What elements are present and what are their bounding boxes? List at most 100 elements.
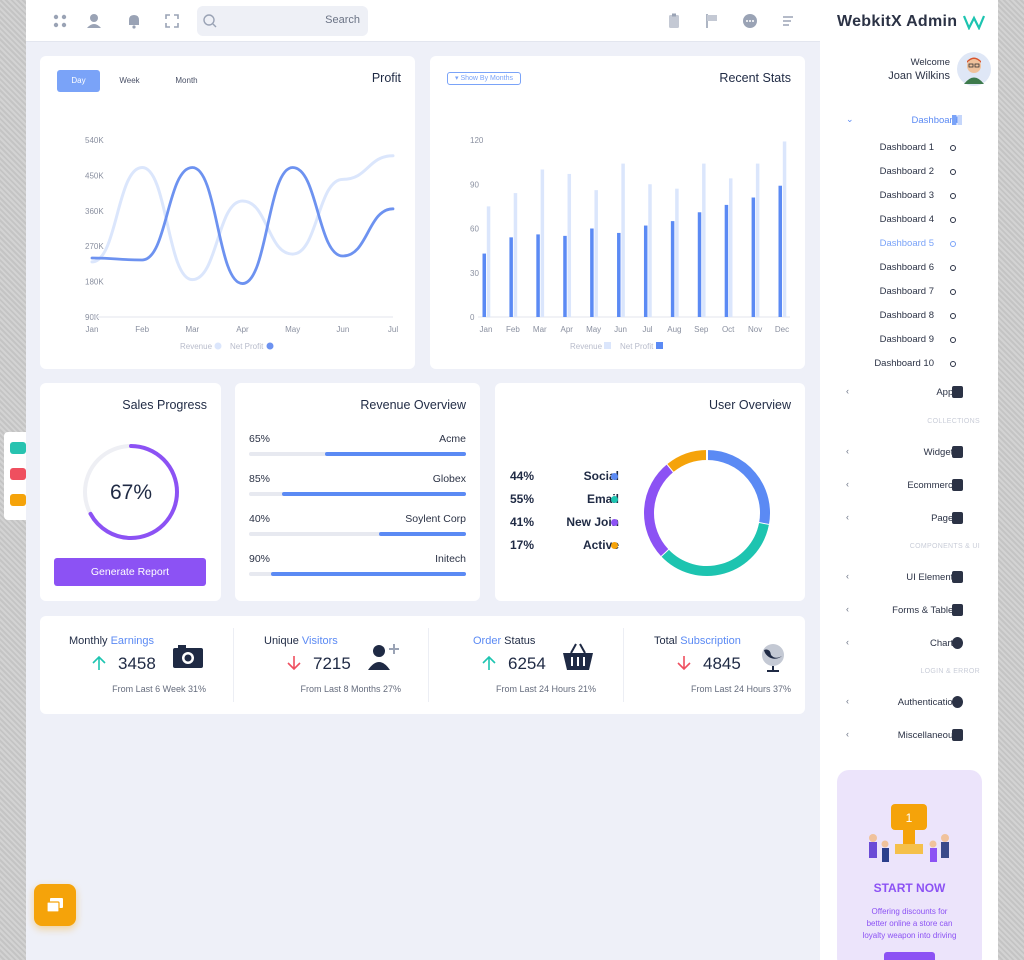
- stat-value: 7215: [313, 654, 351, 673]
- sidebar-item-ui-elements[interactable]: ‹ UI Elements: [820, 568, 998, 588]
- trend-up-arrow-icon: [92, 655, 106, 670]
- revenue-progress-track: [249, 572, 466, 576]
- stats-bar-revenue: [728, 178, 733, 317]
- sidebar-subitem-dashboard-10[interactable]: Dashboard 10: [820, 354, 998, 374]
- show-by-months-dropdown[interactable]: ▾ Show By Months: [447, 72, 521, 85]
- stats-bar-net-profit: [482, 253, 486, 317]
- overview-row-dot: [611, 519, 618, 526]
- folder-quick-icon[interactable]: [10, 494, 26, 506]
- sidebar-item-ecommerce[interactable]: ‹ Ecommerce: [820, 476, 998, 496]
- clipboard-icon[interactable]: [664, 11, 684, 31]
- chevron-down-icon: ⌄: [846, 114, 854, 124]
- sidebar: WebkitX Admin Welcome Joan Wilkins ⌄ Dash…: [820, 0, 998, 960]
- stats-x-tick: Apr: [561, 325, 574, 334]
- circle-dot-icon: [950, 313, 956, 319]
- sidebar-item-label: Forms & Tables: [892, 605, 958, 616]
- sidebar-subitem-dashboard-7[interactable]: Dashboard 7: [820, 282, 998, 302]
- sidebar-item-authentication[interactable]: ‹ Authentication: [820, 693, 998, 713]
- apps-icon[interactable]: [50, 11, 70, 31]
- stats-bar-net-profit: [751, 197, 756, 317]
- stat-title-highlight: Order: [473, 635, 502, 647]
- search-icon: [203, 14, 217, 28]
- stats-y-tick: 90: [470, 180, 479, 189]
- sidebar-item-dashboard[interactable]: ⌄ Dashboard: [820, 111, 998, 131]
- promo-button[interactable]: [884, 952, 935, 960]
- stat-title-highlight: Earnings: [110, 635, 154, 647]
- sidebar-item-widgets[interactable]: ‹ Widgets: [820, 443, 998, 463]
- fullscreen-icon[interactable]: [162, 11, 182, 31]
- search-input[interactable]: Search: [197, 6, 368, 36]
- tab-month[interactable]: Month: [175, 76, 198, 85]
- stat-title-suffix: Status: [501, 635, 536, 647]
- stat-title-prefix: Total: [654, 635, 681, 647]
- circle-dot-icon: [950, 193, 956, 199]
- flag-icon[interactable]: [702, 11, 722, 31]
- sidebar-item-forms-tables[interactable]: ‹ Forms & Tables: [820, 601, 998, 621]
- sales-progress-title: Sales Progress: [122, 398, 207, 412]
- chat-launcher-button[interactable]: [34, 884, 76, 926]
- sidebar-item-charts[interactable]: ‹ Charts: [820, 634, 998, 654]
- revenue-progress-fill: [379, 532, 466, 536]
- stat-title-prefix: Unique: [264, 635, 302, 647]
- sidebar-subitem-dashboard-2[interactable]: Dashboard 2: [820, 162, 998, 182]
- main-content: Search Profit Day Week Month 540K 450K 360…: [26, 0, 820, 960]
- tab-day[interactable]: Day: [57, 70, 100, 92]
- tab-week[interactable]: Week: [119, 76, 140, 85]
- brand-logo-icon: [963, 15, 985, 30]
- sidebar-subitem-label: Dashboard 7: [879, 286, 934, 297]
- stats-x-tick: Oct: [722, 325, 735, 334]
- trend-up-arrow-icon: [482, 655, 496, 670]
- revenue-progress-fill: [324, 452, 466, 456]
- overview-row-percent: 55%: [510, 492, 535, 506]
- stats-bar-net-profit: [617, 232, 621, 317]
- profit-x-tick: Jul: [388, 325, 398, 334]
- stat-title: Order Status: [473, 635, 535, 647]
- document-icon: [952, 604, 963, 616]
- photo-quick-icon[interactable]: [10, 468, 26, 480]
- sidebar-subitem-dashboard-4[interactable]: Dashboard 4: [820, 210, 998, 230]
- stats-bar-net-profit: [697, 212, 702, 317]
- generate-report-button[interactable]: Generate Report: [54, 558, 206, 586]
- stat-divider: [233, 628, 234, 702]
- profit-x-tick: Feb: [135, 325, 149, 334]
- avatar[interactable]: [956, 51, 992, 87]
- sidebar-subitem-dashboard-1[interactable]: Dashboard 1: [820, 138, 998, 158]
- sidebar-subitem-label: Dashboard 1: [879, 142, 934, 153]
- sidebar-item-miscellaneous[interactable]: ‹ Miscellaneous: [820, 726, 998, 746]
- stats-legend-swatch: [604, 342, 611, 349]
- chevron-left-icon: ‹: [846, 637, 849, 647]
- camera-quick-icon[interactable]: [10, 442, 26, 454]
- bell-icon[interactable]: [124, 11, 144, 31]
- chat-icon[interactable]: [740, 11, 760, 31]
- sidebar-subitem-dashboard-9[interactable]: Dashboard 9: [820, 330, 998, 350]
- revenue-overview-card: Revenue Overview 65% Acme 85% Globex 40% Soyl…: [235, 383, 480, 601]
- sidebar-subitem-dashboard-3[interactable]: Dashboard 3: [820, 186, 998, 206]
- sidebar-item-label: UI Elements: [906, 572, 958, 583]
- menu-icon[interactable]: [778, 11, 798, 31]
- revenue-row-name: Initech: [435, 553, 466, 565]
- stats-bar-revenue: [486, 206, 491, 317]
- profit-x-tick: Mar: [185, 325, 199, 334]
- stats-x-tick: Feb: [506, 325, 520, 334]
- overview-row-percent: 44%: [510, 469, 535, 483]
- stats-y-tick: 0: [470, 313, 475, 322]
- stats-bar-net-profit: [670, 221, 675, 317]
- chevron-left-icon: ‹: [846, 604, 849, 614]
- stats-x-tick: Nov: [748, 325, 762, 334]
- section-components: COMPONENTS & UI: [909, 543, 980, 550]
- sidebar-subitem-dashboard-8[interactable]: Dashboard 8: [820, 306, 998, 326]
- sidebar-subitem-dashboard-5[interactable]: Dashboard 5: [820, 234, 998, 254]
- sidebar-item-label: Apps: [936, 387, 958, 398]
- trend-down-arrow-icon: [677, 656, 691, 671]
- user-icon[interactable]: [84, 11, 104, 31]
- add-user-icon: [368, 644, 399, 670]
- stats-x-tick: May: [586, 325, 601, 334]
- profit-series-0-line: [90, 154, 395, 282]
- sidebar-subitem-dashboard-6[interactable]: Dashboard 6: [820, 258, 998, 278]
- sidebar-item-apps[interactable]: ‹ Apps: [820, 383, 998, 403]
- chevron-left-icon: ‹: [846, 729, 849, 739]
- sidebar-subitem-label: Dashboard 10: [874, 358, 934, 369]
- sidebar-subitem-label: Dashboard 8: [879, 310, 934, 321]
- sidebar-item-pages[interactable]: ‹ Pages: [820, 509, 998, 529]
- camera-icon: [173, 645, 203, 668]
